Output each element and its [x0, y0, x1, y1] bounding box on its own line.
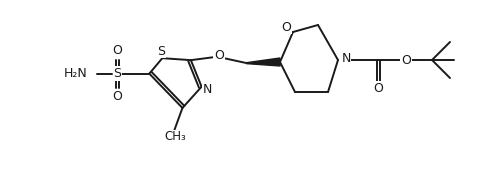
Polygon shape [247, 58, 280, 66]
Text: O: O [112, 90, 122, 103]
Text: O: O [373, 82, 383, 94]
Text: N: N [203, 83, 212, 96]
Text: O: O [401, 53, 411, 66]
Text: S: S [114, 67, 122, 80]
Text: O: O [112, 44, 122, 57]
Text: H₂N: H₂N [64, 67, 88, 80]
Text: O: O [281, 21, 291, 33]
Text: CH₃: CH₃ [164, 130, 186, 143]
Text: O: O [214, 49, 224, 62]
Text: S: S [158, 45, 166, 58]
Text: N: N [342, 51, 350, 64]
